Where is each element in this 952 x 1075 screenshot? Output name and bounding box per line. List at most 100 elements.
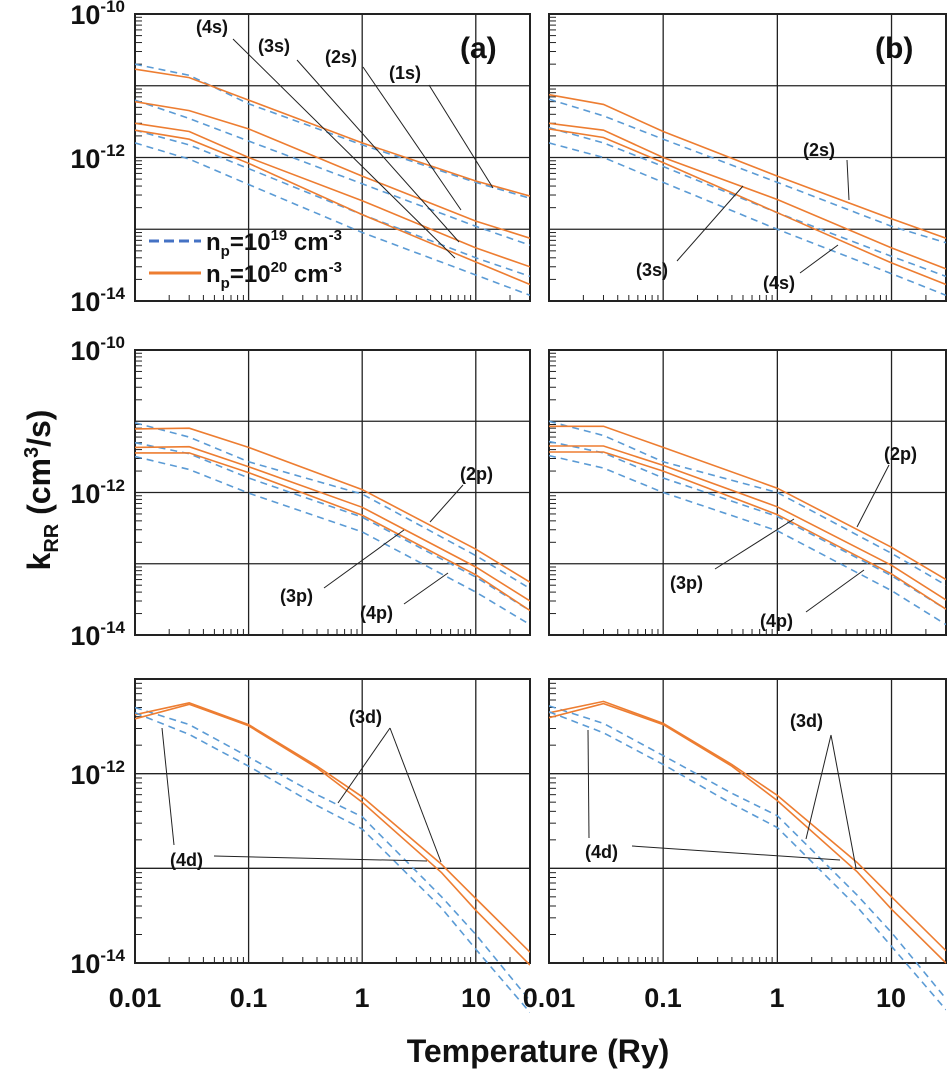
data-series [135,122,530,268]
leader-line [337,727,391,804]
series-group [549,420,946,626]
data-series [549,700,946,952]
panel-label-b: (b) [875,32,913,65]
data-series [549,440,946,610]
y-tick-label: 10-10 [70,0,125,30]
leader-line [587,729,590,839]
annotation-b-2p: (2p) [884,444,917,464]
plot-frame [134,13,531,302]
data-series [549,711,946,1011]
leader-line [213,855,428,862]
series-group [135,63,530,297]
y-tick-label: 10-14 [70,284,125,317]
data-series [135,68,530,197]
leader-line [830,734,857,869]
legend-label-np19: np=1019 cm-3 [206,227,342,260]
data-series [549,128,946,286]
plot-frame [134,349,531,636]
x-tick-label: 10 [461,983,491,1013]
leader-line [846,159,850,201]
data-series [549,705,946,1000]
leader-line [631,845,841,861]
leader-line [232,38,456,259]
series-group [135,701,530,1014]
series-group [549,93,946,297]
data-series [135,452,530,612]
data-series [549,425,946,581]
annotation-b-4p: (4p) [760,611,793,631]
x-tick-label: 0.1 [644,983,682,1013]
x-tick-label: 1 [769,983,784,1013]
leader-line [714,518,795,570]
data-series [549,420,946,586]
x-tick-label: 0.1 [230,983,268,1013]
panel-label-a: (a) [460,32,497,65]
y-tick-labels: 10-10 10-12 10-14 10-10 10-12 10-14 10-12 10-14 [70,0,125,979]
annotation-b-3p: (3p) [670,573,703,593]
y-tick-label: 10-12 [70,757,125,790]
leader-line [856,464,890,528]
x-tick-label: 0.01 [109,983,162,1013]
annotation-b-3d: (3d) [790,711,823,731]
data-series [135,703,530,966]
data-series [549,454,946,626]
data-series [135,63,530,200]
data-series [549,122,946,270]
data-series [135,455,530,626]
y-tick-label: 10-10 [70,333,125,366]
data-series [135,712,530,1014]
data-series [135,100,530,239]
leader-line [389,727,442,863]
svg-text:kRR (cm3/s): kRR (cm3/s) [21,410,63,571]
data-series [549,702,946,964]
leader-line [403,572,449,605]
x-axis-title: Temperature (Ry) [407,1033,670,1069]
annotation-b-4d: (4d) [585,842,618,862]
leader-line [161,727,175,846]
annotation-b-3s: (3s) [636,260,668,280]
data-series [135,99,530,246]
annotation-b-2s: (2s) [803,140,835,160]
series-group [135,422,530,626]
data-series [549,98,946,244]
chart-panel [134,349,531,636]
data-series [549,142,946,297]
data-series [135,706,530,1002]
x-tick-label: 0.01 [523,983,576,1013]
leader-line [799,244,839,274]
data-series [549,445,946,601]
chart-panel [134,678,531,1014]
plot-frame [134,678,531,964]
legend: np=1019 cm-3 np=1020 cm-3 [149,227,342,292]
annotation-a-4p: (4p) [360,603,393,623]
annotation-a-3s: (3s) [258,36,290,56]
panels [134,13,947,1014]
annotations: (4s) (3s) (2s) (1s) (2s) (3s) (4s) (2p) … [161,17,917,870]
y-tick-label: 10-12 [70,141,125,174]
plot-frame [548,678,947,964]
x-tick-labels: 0.01 0.1 1 10 0.01 0.1 1 10 [109,983,906,1013]
leader-line [362,66,462,211]
leader-line [429,484,464,523]
leader-line [323,529,405,589]
data-series [135,422,530,590]
chart-panel [548,678,947,1011]
annotation-a-1s: (1s) [389,63,421,83]
legend-label-np20: np=1020 cm-3 [206,259,342,292]
x-tick-label: 1 [354,983,369,1013]
series-group [549,700,946,1011]
chart-panel [548,13,947,302]
data-series [135,129,530,286]
annotation-a-4d: (4d) [170,850,203,870]
y-tick-label: 10-12 [70,476,125,509]
y-tick-label: 10-14 [70,618,125,651]
annotation-a-2s: (2s) [325,47,357,67]
plot-frame [548,13,947,302]
annotation-a-3p: (3p) [280,586,313,606]
leader-line [676,185,744,262]
data-series [549,451,946,610]
data-series [135,142,530,297]
x-tick-label: 10 [876,983,906,1013]
plot-frame [548,349,947,636]
